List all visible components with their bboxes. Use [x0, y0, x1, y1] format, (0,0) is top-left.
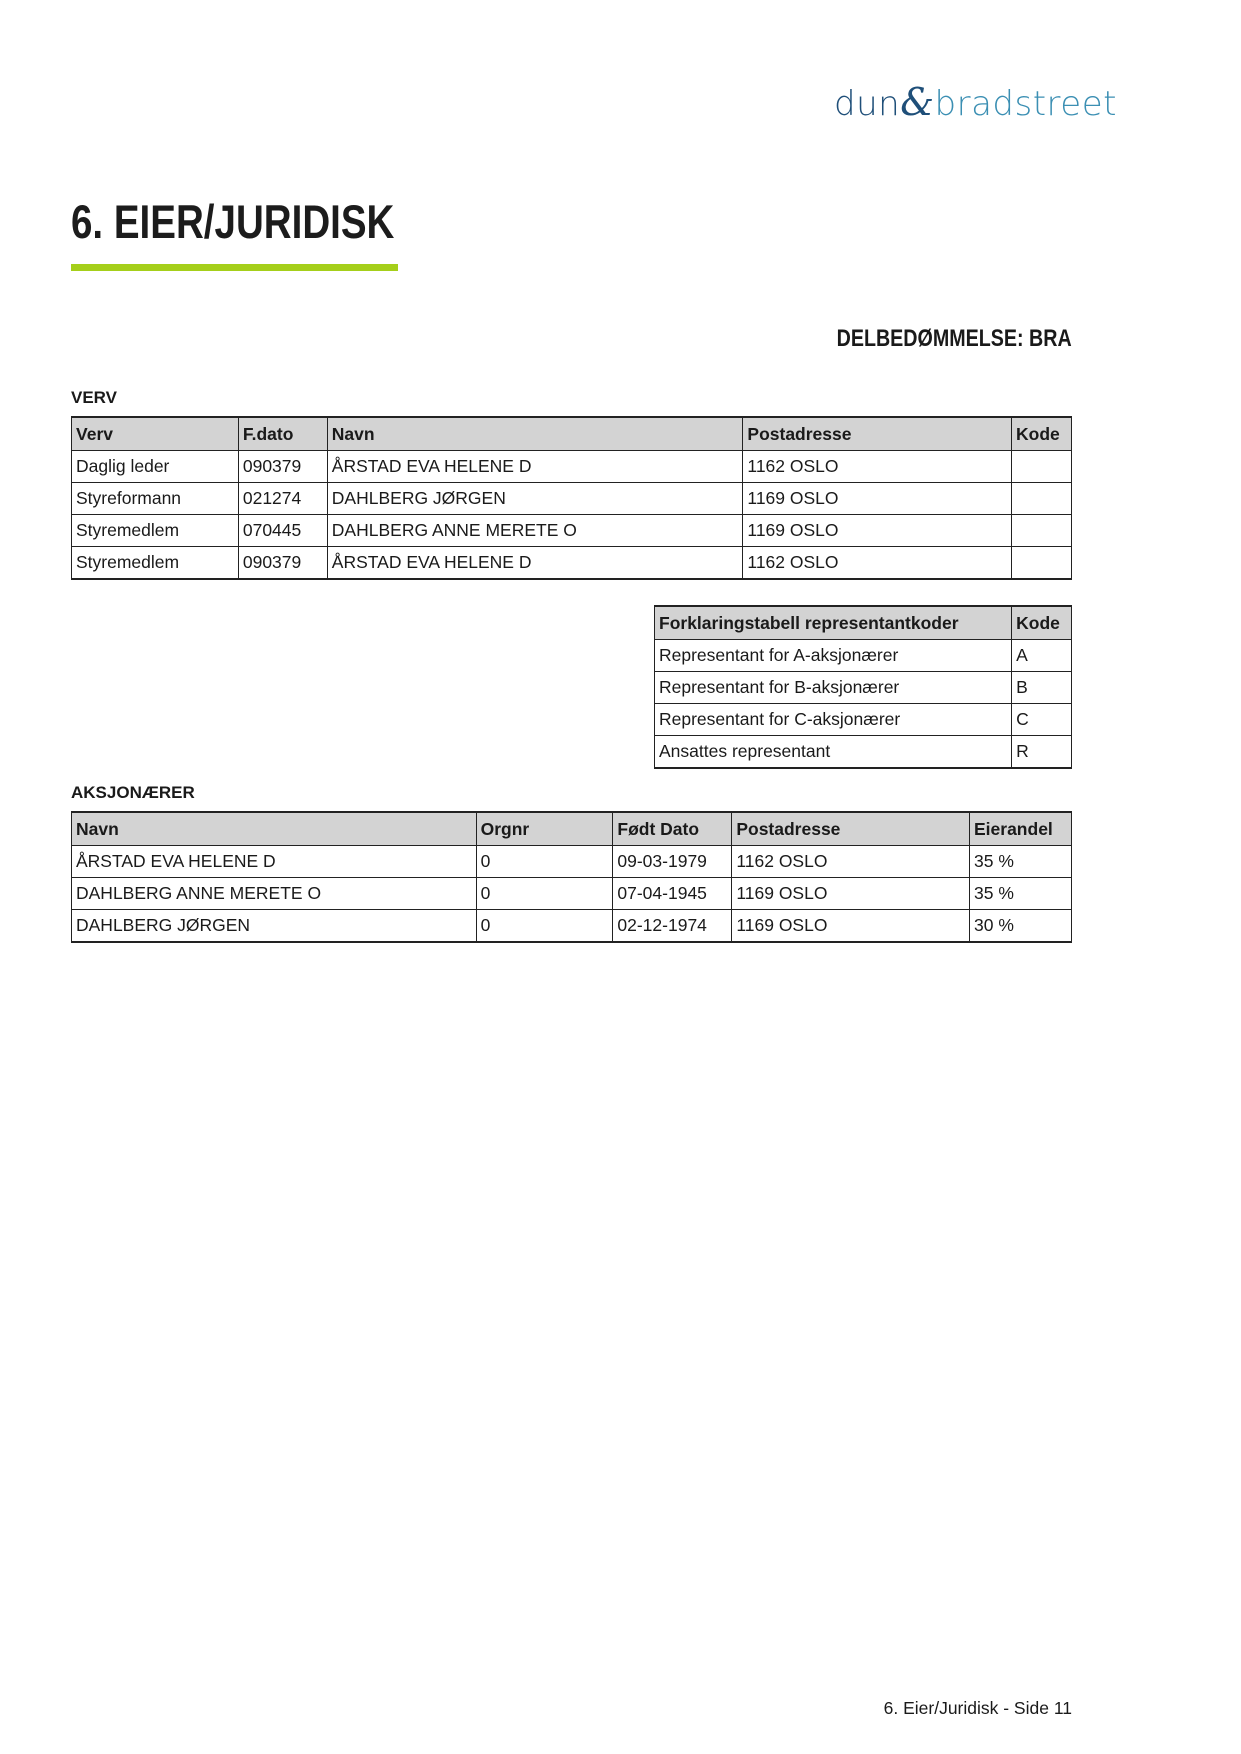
cell: Representant for C-aksjonærer [653, 703, 1013, 736]
cell: 1169 OSLO [742, 482, 1012, 515]
cell: Styreformann [71, 482, 239, 515]
cell: 1169 OSLO [731, 877, 970, 910]
logo-text-bradstreet: bradstreet [934, 84, 1117, 124]
cell: DAHLBERG ANNE MERETE O [71, 877, 477, 910]
cell [1011, 546, 1072, 580]
title-underline [71, 264, 398, 271]
rating-heading: DELBEDØMMELSE: BRA [836, 325, 1072, 352]
cell: 090379 [237, 450, 328, 483]
code-explanation-table: Forklaringstabell representantkoder Kode… [653, 605, 1072, 769]
table-row: Ansattes representant R [653, 735, 1072, 769]
aksjonaerer-table: Navn Orgnr Født Dato Postadresse Eierand… [71, 811, 1072, 943]
table-row: Representant for C-aksjonærer C [653, 703, 1072, 736]
cell: Styremedlem [71, 546, 239, 580]
logo-ampersand: & [900, 80, 935, 124]
table-row: ÅRSTAD EVA HELENE D 0 09-03-1979 1162 OSLO 3… [71, 845, 1072, 878]
cell: 1169 OSLO [731, 909, 970, 943]
column-header: Navn [326, 416, 744, 451]
column-header: Kode [1011, 416, 1072, 451]
cell: C [1011, 703, 1072, 736]
cell: 1169 OSLO [742, 514, 1012, 547]
column-header: Postadresse [731, 811, 970, 846]
aksjonaerer-label: AKSJONÆRER [71, 783, 195, 802]
cell: Styremedlem [71, 514, 239, 547]
cell: R [1011, 735, 1072, 769]
cell: 30 % [969, 909, 1072, 943]
cell: 0 [475, 877, 614, 910]
page-title: 6. EIER/JURIDISK [71, 195, 395, 248]
table-row: Styreformann 021274 DAHLBERG JØRGEN 1169 OS… [71, 482, 1072, 515]
cell: 090379 [237, 546, 328, 580]
cell [1011, 482, 1072, 515]
table-header-row: Navn Orgnr Født Dato Postadresse Eierand… [71, 811, 1072, 846]
column-header: Født Dato [612, 811, 733, 846]
cell: A [1011, 639, 1072, 672]
cell: 0 [475, 909, 614, 943]
column-header: Navn [71, 811, 477, 846]
verv-table: Verv F.dato Navn Postadresse Kode Daglig… [71, 416, 1072, 580]
cell: Ansattes representant [653, 735, 1013, 769]
cell [1011, 450, 1072, 483]
cell: 02-12-1974 [612, 909, 733, 943]
cell: Representant for B-aksjonærer [653, 671, 1013, 704]
dun-bradstreet-logo: dun&bradstreet [834, 80, 1117, 124]
cell: ÅRSTAD EVA HELENE D [326, 546, 744, 580]
cell: Representant for A-aksjonærer [653, 639, 1013, 672]
column-header: F.dato [237, 416, 328, 451]
table-row: Daglig leder 090379 ÅRSTAD EVA HELENE D 116… [71, 450, 1072, 483]
logo-text-dun: dun [834, 84, 901, 124]
table-row: Representant for A-aksjonærer A [653, 639, 1072, 672]
cell [1011, 514, 1072, 547]
cell: B [1011, 671, 1072, 704]
table-row: Representant for B-aksjonærer B [653, 671, 1072, 704]
table-row: DAHLBERG ANNE MERETE O 0 07-04-1945 1169 OS… [71, 877, 1072, 910]
cell: DAHLBERG ANNE MERETE O [326, 514, 744, 547]
cell: DAHLBERG JØRGEN [326, 482, 744, 515]
verv-label: VERV [71, 388, 117, 407]
cell: ÅRSTAD EVA HELENE D [326, 450, 744, 483]
cell: 0 [475, 845, 614, 878]
column-header: Orgnr [475, 811, 614, 846]
cell: 1162 OSLO [742, 546, 1012, 580]
column-header: Kode [1011, 605, 1072, 640]
cell: 09-03-1979 [612, 845, 733, 878]
cell: 07-04-1945 [612, 877, 733, 910]
cell: ÅRSTAD EVA HELENE D [71, 845, 477, 878]
column-header: Forklaringstabell representantkoder [653, 605, 1013, 640]
table-row: DAHLBERG JØRGEN 0 02-12-1974 1169 OSLO 30 % [71, 909, 1072, 943]
cell: 1162 OSLO [742, 450, 1012, 483]
cell: Daglig leder [71, 450, 239, 483]
page-footer: 6. Eier/Juridisk - Side 11 [883, 1698, 1072, 1718]
cell: 070445 [237, 514, 328, 547]
cell: 021274 [237, 482, 328, 515]
column-header: Verv [71, 416, 239, 451]
table-row: Styremedlem 090379 ÅRSTAD EVA HELENE D 1162… [71, 546, 1072, 580]
table-header-row: Verv F.dato Navn Postadresse Kode [71, 416, 1072, 451]
cell: 35 % [969, 877, 1072, 910]
column-header: Postadresse [742, 416, 1012, 451]
cell: DAHLBERG JØRGEN [71, 909, 477, 943]
table-header-row: Forklaringstabell representantkoder Kode [653, 605, 1072, 640]
column-header: Eierandel [969, 811, 1072, 846]
cell: 35 % [969, 845, 1072, 878]
cell: 1162 OSLO [731, 845, 970, 878]
